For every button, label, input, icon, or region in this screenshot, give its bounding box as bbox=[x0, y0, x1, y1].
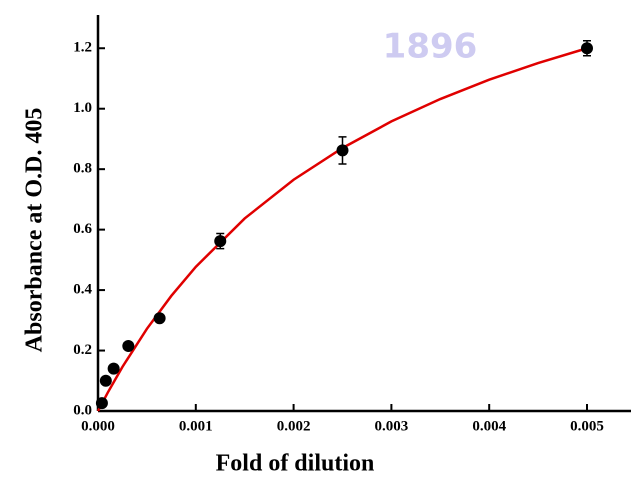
watermark: 1896 bbox=[383, 27, 478, 67]
y-tick-label: 0.8 bbox=[73, 161, 92, 177]
data-point bbox=[100, 375, 112, 387]
x-tick-label: 0.000 bbox=[81, 418, 115, 434]
y-tick-label: 0.6 bbox=[73, 221, 92, 237]
x-tick-label: 0.001 bbox=[179, 418, 213, 434]
x-tick-label: 0.005 bbox=[570, 418, 604, 434]
x-tick-label: 0.004 bbox=[472, 418, 506, 434]
y-tick-label: 0.4 bbox=[73, 282, 92, 298]
y-axis-label: Absorbance at O.D. 405 bbox=[22, 108, 48, 353]
y-tick-label: 0.2 bbox=[73, 342, 92, 358]
data-point bbox=[214, 235, 226, 247]
y-tick-label: 1.2 bbox=[73, 40, 92, 56]
chart: 1896 Fold of dilution Absorbance at O.D.… bbox=[0, 0, 632, 483]
data-point bbox=[122, 340, 134, 352]
data-point bbox=[581, 42, 593, 54]
page: {"chart_data": { "type": "scatter", "wat… bbox=[0, 0, 632, 483]
x-axis-label: Fold of dilution bbox=[216, 451, 375, 477]
data-point bbox=[96, 397, 108, 409]
y-tick-label: 0.0 bbox=[73, 402, 92, 418]
data-point bbox=[154, 312, 166, 324]
data-point bbox=[108, 363, 120, 375]
x-tick-label: 0.002 bbox=[277, 418, 311, 434]
y-tick-label: 1.0 bbox=[73, 100, 92, 116]
x-tick-label: 0.003 bbox=[375, 418, 409, 434]
data-point bbox=[336, 144, 348, 156]
fit-curve bbox=[98, 48, 587, 411]
